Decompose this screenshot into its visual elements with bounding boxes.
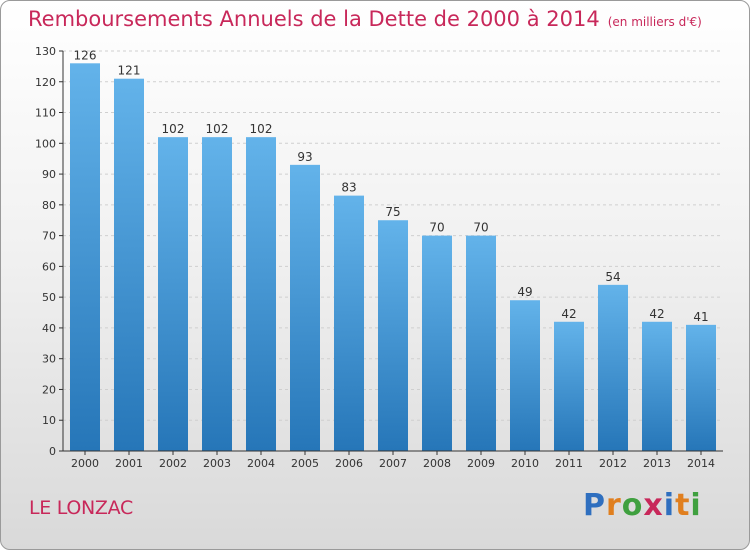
bar [290,164,320,451]
bar-value-label: 102 [206,122,229,136]
bar-value-label: 83 [341,181,356,195]
logo-letter: t [675,488,691,523]
bar [554,321,584,451]
x-tick-label: 2003 [203,457,231,470]
x-tick-label: 2014 [687,457,715,470]
x-tick-label: 2006 [335,457,363,470]
logo-letter: x [643,488,664,523]
chart-title-row: Remboursements Annuels de la Dette de 20… [28,7,702,31]
y-tick-label: 100 [35,137,56,150]
x-tick-label: 2012 [599,457,627,470]
y-tick-label: 70 [42,230,56,243]
y-tick-label: 10 [42,414,56,427]
bar [202,137,232,451]
y-tick-label: 40 [42,322,56,335]
bar-value-label: 42 [561,307,576,321]
chart-title: Remboursements Annuels de la Dette de 20… [28,7,600,31]
bar [642,321,672,451]
y-tick-label: 80 [42,199,56,212]
logo-letter: o [621,488,644,523]
bar-value-label: 70 [473,221,488,235]
y-tick-label: 0 [49,445,56,458]
y-tick-label: 30 [42,353,56,366]
x-tick-label: 2001 [115,457,143,470]
x-tick-label: 2005 [291,457,319,470]
bar-value-label: 126 [74,48,97,62]
bar [686,324,716,451]
logo-letter: r [606,488,622,523]
chart-unit: (en milliers d'€) [607,15,702,29]
bar-value-label: 102 [250,122,273,136]
x-tick-label: 2011 [555,457,583,470]
x-tick-label: 2004 [247,457,275,470]
y-tick-label: 90 [42,168,56,181]
bar-value-label: 102 [162,122,185,136]
bar [114,78,144,451]
bar-value-label: 70 [429,221,444,235]
x-tick-label: 2007 [379,457,407,470]
bar-value-label: 121 [118,64,141,78]
bar-value-label: 49 [517,285,532,299]
bar-value-label: 42 [649,307,664,321]
logo-letter: P [583,488,606,523]
bar [422,235,452,451]
logo-letter: i [690,488,702,523]
bar-value-label: 54 [605,270,620,284]
bar [510,300,540,451]
y-tick-label: 20 [42,383,56,396]
bar [70,63,100,452]
bar [598,284,628,451]
x-tick-label: 2013 [643,457,671,470]
y-tick-label: 130 [35,45,56,58]
x-tick-label: 2002 [159,457,187,470]
bar [378,220,408,451]
x-tick-label: 2009 [467,457,495,470]
bar-value-label: 75 [385,205,400,219]
bar [158,137,188,451]
y-tick-label: 60 [42,260,56,273]
bar-value-label: 41 [693,310,708,324]
x-tick-label: 2008 [423,457,451,470]
x-tick-label: 2000 [71,457,99,470]
y-tick-label: 110 [35,107,56,120]
y-tick-label: 50 [42,291,56,304]
x-tick-label: 2010 [511,457,539,470]
bar [466,235,496,451]
logo-letter: i [663,488,676,523]
proxiti-logo: Proxiti [583,488,702,523]
y-tick-label: 120 [35,76,56,89]
bar [334,195,364,451]
commune-name: LE LONZAC [29,497,133,519]
bar-value-label: 93 [297,150,312,164]
bar [246,137,276,451]
